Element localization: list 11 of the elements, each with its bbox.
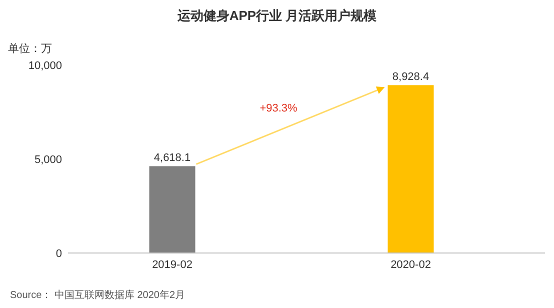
data-label: 4,618.1 bbox=[154, 152, 191, 164]
x-tick-label: 2020-02 bbox=[390, 259, 431, 271]
chart-title: 运动健身APP行业 月活跃用户规模 bbox=[176, 8, 377, 23]
data-label: 8,928.4 bbox=[392, 71, 430, 84]
y-tick-label: 5,000 bbox=[34, 154, 62, 166]
y-tick-label: 0 bbox=[56, 248, 62, 260]
y-tick-label: 10,000 bbox=[28, 60, 62, 72]
annotation: +93.3% bbox=[260, 102, 298, 115]
source-note: Source： 中国互联网数据库 2020年2月 bbox=[10, 289, 186, 301]
y-axis-title: 单位：万 bbox=[8, 42, 52, 55]
x-tick-label: 2019-02 bbox=[152, 259, 192, 271]
